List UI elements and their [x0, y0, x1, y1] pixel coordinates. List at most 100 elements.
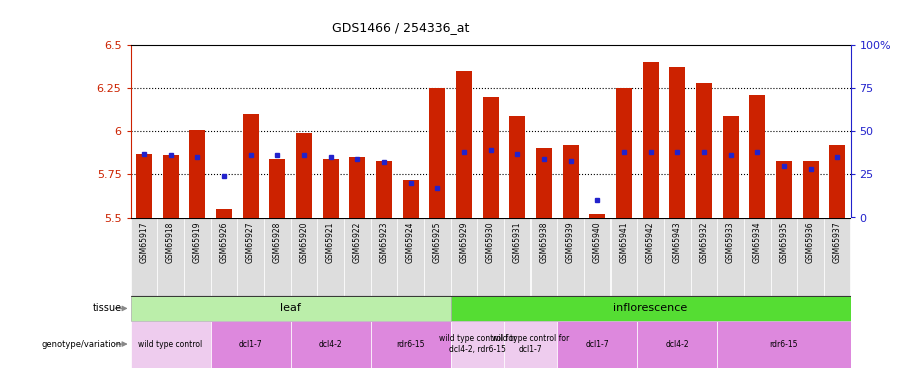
Bar [477, 217, 504, 296]
Bar [424, 217, 451, 296]
Text: GSM65931: GSM65931 [513, 221, 522, 263]
Text: GSM65918: GSM65918 [166, 221, 175, 263]
Bar [717, 217, 743, 296]
Bar [322, 159, 338, 218]
Bar [824, 217, 850, 296]
Bar [670, 68, 685, 218]
Bar [723, 116, 739, 218]
Text: GSM65939: GSM65939 [566, 221, 575, 263]
Bar [803, 160, 818, 218]
Bar [216, 209, 232, 218]
Text: GSM65934: GSM65934 [752, 221, 761, 263]
Bar [643, 62, 659, 217]
Bar [130, 296, 451, 321]
Bar [530, 217, 557, 296]
Bar [130, 321, 211, 368]
Text: dcl1-7: dcl1-7 [238, 340, 262, 349]
Bar [557, 217, 584, 296]
Bar [349, 157, 365, 218]
Text: dcl4-2: dcl4-2 [319, 340, 342, 349]
Bar [211, 217, 238, 296]
Bar [584, 217, 610, 296]
Text: genotype/variation: genotype/variation [41, 340, 122, 349]
Bar [637, 321, 717, 368]
Bar [130, 217, 158, 296]
Text: GSM65917: GSM65917 [140, 221, 148, 263]
Text: GSM65924: GSM65924 [406, 221, 415, 263]
Text: GSM65927: GSM65927 [246, 221, 255, 263]
Bar [317, 217, 344, 296]
Text: rdr6-15: rdr6-15 [770, 340, 798, 349]
Bar [291, 321, 371, 368]
Text: leaf: leaf [280, 303, 301, 313]
Text: GSM65930: GSM65930 [486, 221, 495, 263]
Bar [562, 145, 579, 218]
Text: inflorescence: inflorescence [614, 303, 688, 313]
Text: GSM65925: GSM65925 [433, 221, 442, 263]
Text: GSM65933: GSM65933 [726, 221, 735, 263]
Text: GSM65937: GSM65937 [832, 221, 842, 263]
Bar [269, 159, 285, 218]
Bar [749, 95, 765, 218]
Bar [717, 321, 850, 368]
Bar [296, 133, 311, 218]
Bar [557, 321, 637, 368]
Text: GDS1466 / 254336_at: GDS1466 / 254336_at [332, 21, 469, 34]
Bar [509, 116, 526, 218]
Bar [504, 217, 530, 296]
Bar [776, 160, 792, 218]
Bar [189, 129, 205, 218]
Text: GSM65932: GSM65932 [699, 221, 708, 263]
Text: dcl4-2: dcl4-2 [665, 340, 689, 349]
Text: GSM65938: GSM65938 [539, 221, 548, 263]
Text: GSM65921: GSM65921 [326, 221, 335, 263]
Text: GSM65942: GSM65942 [646, 221, 655, 263]
Bar [402, 180, 418, 218]
Bar [797, 217, 824, 296]
Bar [829, 145, 845, 218]
Text: GSM65926: GSM65926 [220, 221, 229, 263]
Bar [451, 217, 477, 296]
Text: GSM65928: GSM65928 [273, 221, 282, 263]
Text: GSM65943: GSM65943 [672, 221, 681, 263]
Bar [504, 321, 557, 368]
Bar [690, 217, 717, 296]
Bar [590, 214, 605, 217]
Text: rdr6-15: rdr6-15 [396, 340, 425, 349]
Bar [238, 217, 264, 296]
Text: tissue: tissue [93, 303, 122, 313]
Bar [371, 217, 397, 296]
Bar [616, 88, 632, 218]
Text: wild type control for
dcl1-7: wild type control for dcl1-7 [492, 334, 569, 354]
Bar [451, 296, 850, 321]
Text: GSM65922: GSM65922 [353, 221, 362, 263]
Text: GSM65941: GSM65941 [619, 221, 628, 263]
Text: wild type control for
dcl4-2, rdr6-15: wild type control for dcl4-2, rdr6-15 [438, 334, 516, 354]
Text: GSM65935: GSM65935 [779, 221, 788, 263]
Text: GSM65940: GSM65940 [593, 221, 602, 263]
Text: GSM65936: GSM65936 [806, 221, 815, 263]
Text: dcl1-7: dcl1-7 [585, 340, 609, 349]
Bar [211, 321, 291, 368]
Bar [184, 217, 211, 296]
Bar [136, 154, 152, 218]
Bar [264, 217, 291, 296]
Bar [376, 160, 392, 218]
Bar [696, 83, 712, 218]
Bar [455, 71, 472, 217]
Bar [397, 217, 424, 296]
Text: GSM65923: GSM65923 [379, 221, 388, 263]
Text: wild type control: wild type control [139, 340, 202, 349]
Bar [163, 155, 178, 218]
Text: GSM65920: GSM65920 [300, 221, 309, 263]
Bar [344, 217, 371, 296]
Bar [770, 217, 797, 296]
Bar [371, 321, 451, 368]
Bar [482, 97, 499, 218]
Bar [743, 217, 770, 296]
Bar [610, 217, 637, 296]
Text: GSM65929: GSM65929 [459, 221, 468, 263]
Bar [637, 217, 664, 296]
Bar [429, 88, 445, 218]
Bar [291, 217, 317, 296]
